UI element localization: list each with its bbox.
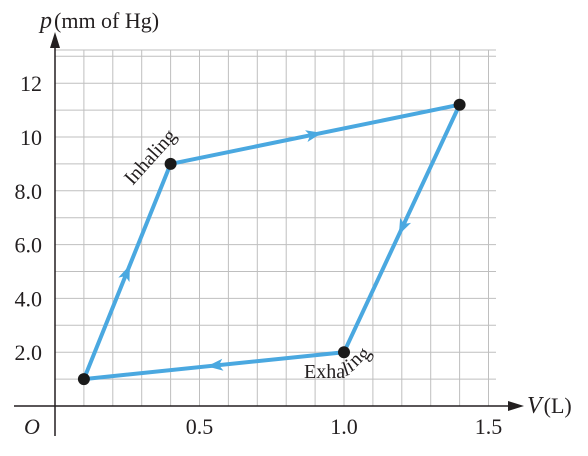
y-tick-label: 12 <box>20 71 42 96</box>
direction-arrow <box>206 358 224 371</box>
x-tick-label: 1.5 <box>475 414 503 439</box>
tick-labels: 2.0 4.0 6.0 8.0 10 12 0.5 1.0 1.5 <box>15 71 503 439</box>
data-point <box>338 346 350 359</box>
y-tick-label: 6.0 <box>15 233 43 258</box>
x-tick-label: 0.5 <box>186 414 214 439</box>
y-tick-label: 10 <box>20 125 42 150</box>
annotation-exhaling: Exhaling <box>304 344 376 383</box>
annotation-inhaling: Inhaling <box>120 125 181 189</box>
data-point <box>164 157 177 170</box>
data-point <box>453 98 466 111</box>
axes: p(mm of Hg) V(L) O <box>14 8 572 439</box>
x-axis-label: V(L) <box>527 393 572 419</box>
direction-arrow <box>118 265 130 283</box>
y-tick-label: 4.0 <box>15 286 43 311</box>
origin-label: O <box>24 414 40 439</box>
direction-arrow <box>305 130 322 142</box>
series-cycle <box>81 102 462 382</box>
x-axis-arrow <box>508 401 524 411</box>
y-axis-label: p(mm of Hg) <box>38 8 159 34</box>
y-axis-arrow <box>50 32 60 48</box>
y-tick-label: 8.0 <box>15 179 43 204</box>
data-point <box>77 373 90 386</box>
direction-arrow <box>398 217 412 235</box>
y-tick-label: 2.0 <box>15 340 43 365</box>
x-tick-label: 1.0 <box>330 414 358 439</box>
grid <box>55 49 496 406</box>
data-points <box>77 98 466 386</box>
